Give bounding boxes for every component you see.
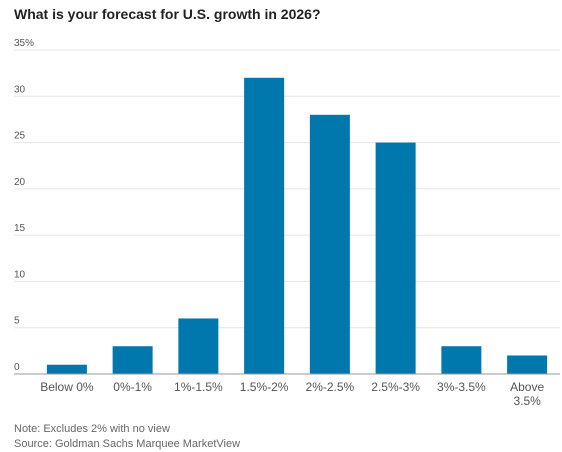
chart-source: Source: Goldman Sachs Marquee MarketView <box>14 438 241 450</box>
chart-footer: Note: Excludes 2% with no view Source: G… <box>14 422 240 452</box>
y-tick-label: 0 <box>14 362 20 373</box>
y-tick-label: 15 <box>14 223 26 234</box>
y-tick-label: 10 <box>14 269 26 280</box>
x-category-label: Below 0% <box>40 380 94 394</box>
y-axis-tick-labels: 0 5 10 15 20 25 30 35% <box>14 38 34 373</box>
bar <box>244 77 285 375</box>
bars <box>46 77 548 375</box>
bar <box>46 364 87 374</box>
grid-lines <box>14 49 560 329</box>
bar <box>441 346 482 374</box>
chart-title: What is your forecast for U.S. growth in… <box>14 6 321 22</box>
y-tick-label: 20 <box>14 177 26 188</box>
y-tick-label: 35% <box>14 38 34 49</box>
chart-note: Note: Excludes 2% with no view <box>14 423 170 435</box>
x-axis-category-labels: Below 0% 0%-1% 1%-1.5% 1.5%-2% 2%-2.5% 2.5%-3… <box>40 380 544 408</box>
bar-chart: 0 5 10 15 20 25 30 35% Below 0% 0%-1% 1%-1.5% 1.5%… <box>14 38 560 408</box>
bar <box>507 355 548 374</box>
x-category-label: Above 3.5% <box>510 380 544 408</box>
bar <box>309 114 350 375</box>
y-tick-label: 30 <box>14 84 26 95</box>
x-category-label: 1%-1.5% <box>174 380 223 394</box>
x-category-label: 2.5%-3% <box>371 380 420 394</box>
x-category-label: 2%-2.5% <box>306 380 355 394</box>
x-category-label: 0%-1% <box>113 380 152 394</box>
y-tick-label: 25 <box>14 131 26 142</box>
bar <box>112 346 153 374</box>
y-tick-label: 5 <box>14 316 20 327</box>
x-category-label: 3%-3.5% <box>437 380 486 394</box>
x-category-label: 1.5%-2% <box>240 380 289 394</box>
bar <box>375 142 416 374</box>
bar <box>178 318 219 374</box>
